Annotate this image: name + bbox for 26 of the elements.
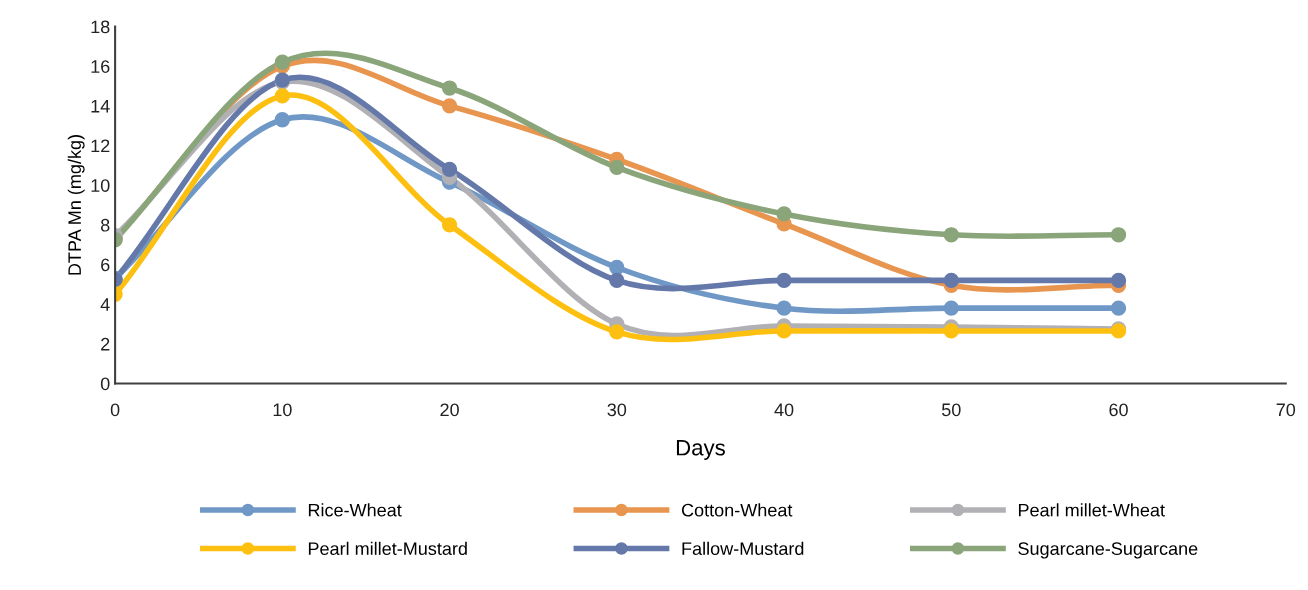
- y-tick-label: 12: [91, 139, 110, 153]
- legend-label: Pearl millet-Wheat: [1018, 503, 1165, 517]
- legend-label: Pearl millet-Mustard: [308, 541, 467, 556]
- x-tick-label: 30: [607, 403, 627, 417]
- y-tick-label: 8: [100, 218, 110, 232]
- legend-label: Fallow-Mustard: [682, 541, 804, 556]
- y-tick-label: 2: [101, 337, 110, 351]
- y-tick-label: 6: [101, 258, 110, 272]
- y-tick-label: 16: [91, 60, 110, 73]
- legend-label: Rice-Wheat: [308, 503, 402, 517]
- y-axis-title: DTPA Mn (mg/kg): [67, 135, 85, 275]
- x-axis-title: Days: [676, 440, 725, 460]
- legend-label: Cotton-Wheat: [681, 503, 793, 517]
- x-tick-label: 10: [273, 403, 292, 417]
- x-tick-label: 60: [1109, 403, 1128, 417]
- y-tick-label: 0: [100, 377, 110, 391]
- x-tick-label: 20: [440, 403, 459, 417]
- x-tick-label: 40: [774, 403, 794, 417]
- legend-label: Sugarcane-Sugarcane: [1018, 542, 1198, 559]
- y-tick-label: 10: [91, 179, 110, 192]
- y-tick-label: 14: [91, 99, 110, 113]
- y-tick-label: 4: [100, 298, 110, 311]
- x-tick-label: 50: [941, 403, 961, 417]
- x-tick-label: 70: [1276, 403, 1296, 417]
- y-tick-label: 18: [91, 20, 110, 34]
- x-tick-label: 0: [110, 403, 120, 417]
